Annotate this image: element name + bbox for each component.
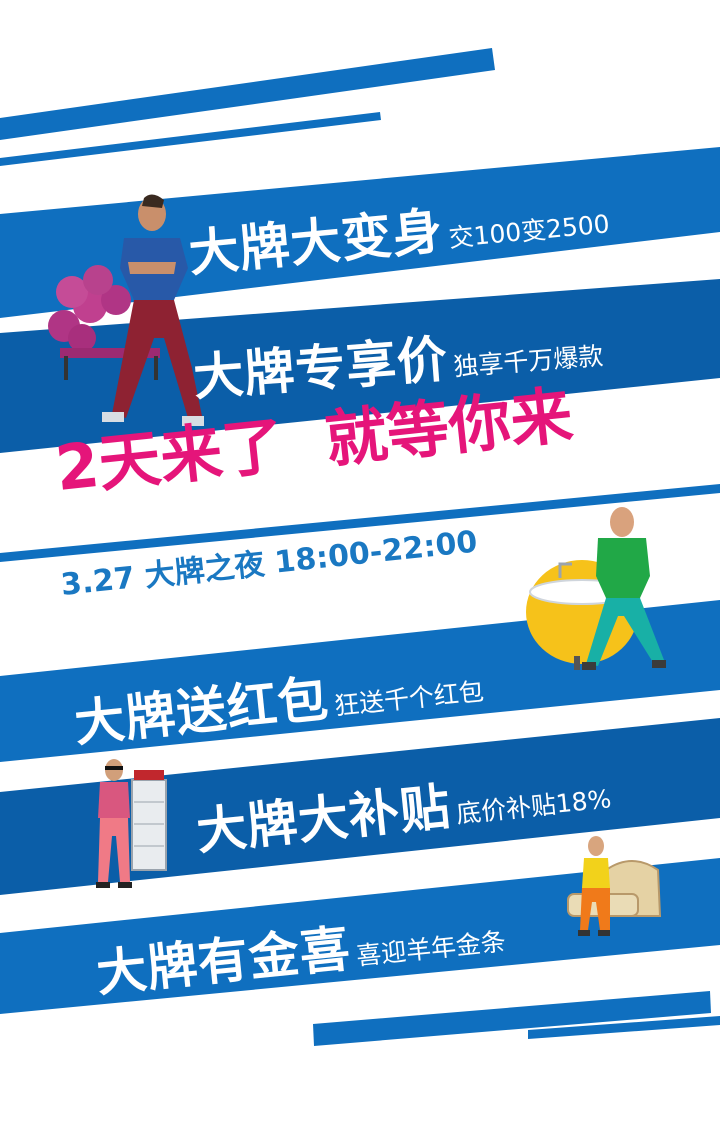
man-yellow-shirt-image (578, 836, 610, 936)
man-green-shirt-image (582, 507, 666, 670)
banner-4-band (0, 718, 720, 895)
man-pink-pants-image (96, 759, 132, 888)
stripe-top-2 (0, 112, 381, 166)
stripe-mid-line (0, 484, 720, 562)
stripe-top-1 (0, 48, 495, 140)
man-with-bed-figure (567, 836, 662, 936)
pink-sofa-image (48, 265, 160, 380)
man-with-bathtub-figure (526, 507, 666, 670)
man-with-cabinet-figure (96, 759, 167, 888)
stripe-bottom-2 (528, 1016, 720, 1039)
stripe-bottom-1 (313, 991, 711, 1046)
banner-2-band (0, 279, 720, 453)
banner-5-band (0, 858, 720, 1014)
man-blue-shirt-image (102, 194, 204, 426)
man-with-sofa-figure (48, 194, 204, 426)
banner-4-subtitle: 底价补贴18% (454, 784, 613, 829)
banner-3-subtitle: 狂送千个红包 (332, 676, 486, 721)
banner-5-subtitle: 喜迎羊年金条 (354, 926, 508, 971)
cabinet-image (131, 770, 167, 871)
banner-1-subtitle: 交100变2500 (447, 209, 611, 254)
